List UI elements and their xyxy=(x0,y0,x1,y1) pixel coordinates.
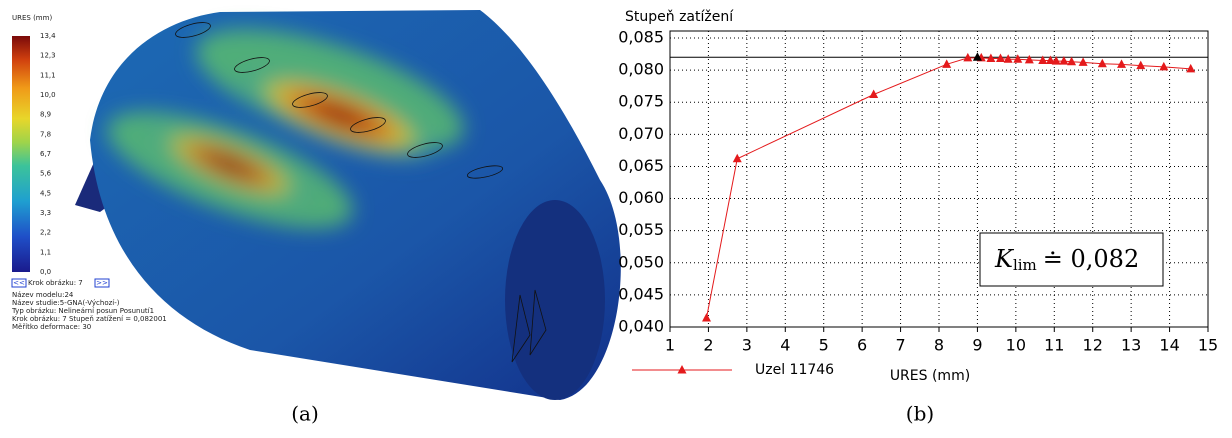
x-tick-label: 12 xyxy=(1083,336,1103,355)
prev-button-label[interactable]: << xyxy=(13,279,25,287)
y-tick-label: 0,055 xyxy=(618,220,664,239)
colorbar-label: 8,9 xyxy=(40,111,51,119)
x-tick-label: 8 xyxy=(934,336,944,355)
colorbar-label: 11,1 xyxy=(40,71,56,79)
y-tick-label: 0,065 xyxy=(618,156,664,175)
next-button-label[interactable]: >> xyxy=(96,279,108,287)
info-line: Krok obrázku: 7 Stupeň zatížení = 0,0820… xyxy=(12,315,167,323)
colorbar-label: 12,3 xyxy=(40,52,56,60)
figure: URES (mm) 13,412,311,110,08,97,86,75,64,… xyxy=(0,0,1232,434)
annotation-part: lim xyxy=(1013,256,1037,274)
x-tick-label: 1 xyxy=(665,336,675,355)
y-tick-label: 0,060 xyxy=(618,188,664,207)
annotation-part: ≐ 0,082 xyxy=(1043,245,1139,273)
tank-end xyxy=(505,200,605,400)
caption-b: (b) xyxy=(906,402,934,426)
colorbar xyxy=(12,36,30,272)
colorbar-label: 2,2 xyxy=(40,229,51,237)
y-tick-label: 0,080 xyxy=(618,60,664,79)
x-tick-label: 2 xyxy=(703,336,713,355)
y-tick-label: 0,070 xyxy=(618,124,664,143)
data-point xyxy=(1038,55,1047,64)
data-point xyxy=(1186,64,1195,73)
annotation-part: K xyxy=(994,245,1015,273)
data-point xyxy=(702,313,711,322)
info-line: Název studie:5-GNA(-Výchozí-) xyxy=(12,299,120,307)
y-tick-label: 0,040 xyxy=(618,317,664,336)
x-tick-label: 7 xyxy=(895,336,905,355)
info-line: Název modelu:24 xyxy=(12,291,74,299)
x-tick-label: 5 xyxy=(819,336,829,355)
x-tick-label: 4 xyxy=(780,336,790,355)
x-tick-label: 15 xyxy=(1198,336,1218,355)
colorbar-label: 3,3 xyxy=(40,209,51,217)
y-tick-label: 0,075 xyxy=(618,92,664,111)
colorbar-label: 5,6 xyxy=(40,170,52,178)
data-point xyxy=(996,54,1005,63)
colorbar-label: 1,1 xyxy=(40,248,51,256)
y-tick-label: 0,045 xyxy=(618,284,664,303)
y-axis-title: Stupeň zatížení xyxy=(625,9,734,25)
colorbar-label: 6,7 xyxy=(40,150,51,158)
y-tick-label: 0,085 xyxy=(618,28,664,47)
x-tick-label: 6 xyxy=(857,336,867,355)
info-line: Typ obrázku: Nelineární posun Posunutí1 xyxy=(11,307,154,315)
info-line: Měřítko deformace: 30 xyxy=(12,323,91,331)
colorbar-label: 0,0 xyxy=(40,268,51,276)
data-point xyxy=(1117,59,1126,67)
data-point xyxy=(1136,61,1145,70)
data-point xyxy=(1098,59,1107,68)
data-point xyxy=(733,154,742,163)
legend-label: Uzel 11746 xyxy=(755,362,834,378)
legend-marker xyxy=(678,365,687,374)
data-point xyxy=(986,54,995,63)
data-point xyxy=(1159,62,1168,71)
x-axis-title: URES (mm) xyxy=(890,368,970,384)
step-label: Krok obrázku: 7 xyxy=(28,279,83,287)
colorbar-label: 4,5 xyxy=(40,189,51,197)
fea-render xyxy=(75,4,621,400)
x-tick-label: 10 xyxy=(1006,336,1026,355)
data-point xyxy=(869,90,878,99)
colorbar-label: 7,8 xyxy=(40,130,51,138)
x-tick-label: 9 xyxy=(972,336,982,355)
colorbar-label: 13,4 xyxy=(40,32,56,40)
x-tick-label: 11 xyxy=(1044,336,1064,355)
colorbar-label: 10,0 xyxy=(40,91,56,99)
data-point xyxy=(1079,57,1088,65)
data-point xyxy=(1025,55,1034,64)
x-tick-label: 3 xyxy=(742,336,752,355)
data-point xyxy=(1013,54,1022,63)
chart: 0,040 0,045 0,050 0,055 0,060 0,065 0,070 0,075… xyxy=(618,9,1218,426)
caption-a: (a) xyxy=(291,402,319,426)
x-tick-label: 14 xyxy=(1159,336,1179,355)
x-tick-label: 13 xyxy=(1121,336,1141,355)
colorbar-title: URES (mm) xyxy=(12,14,52,22)
y-tick-label: 0,050 xyxy=(618,252,664,271)
